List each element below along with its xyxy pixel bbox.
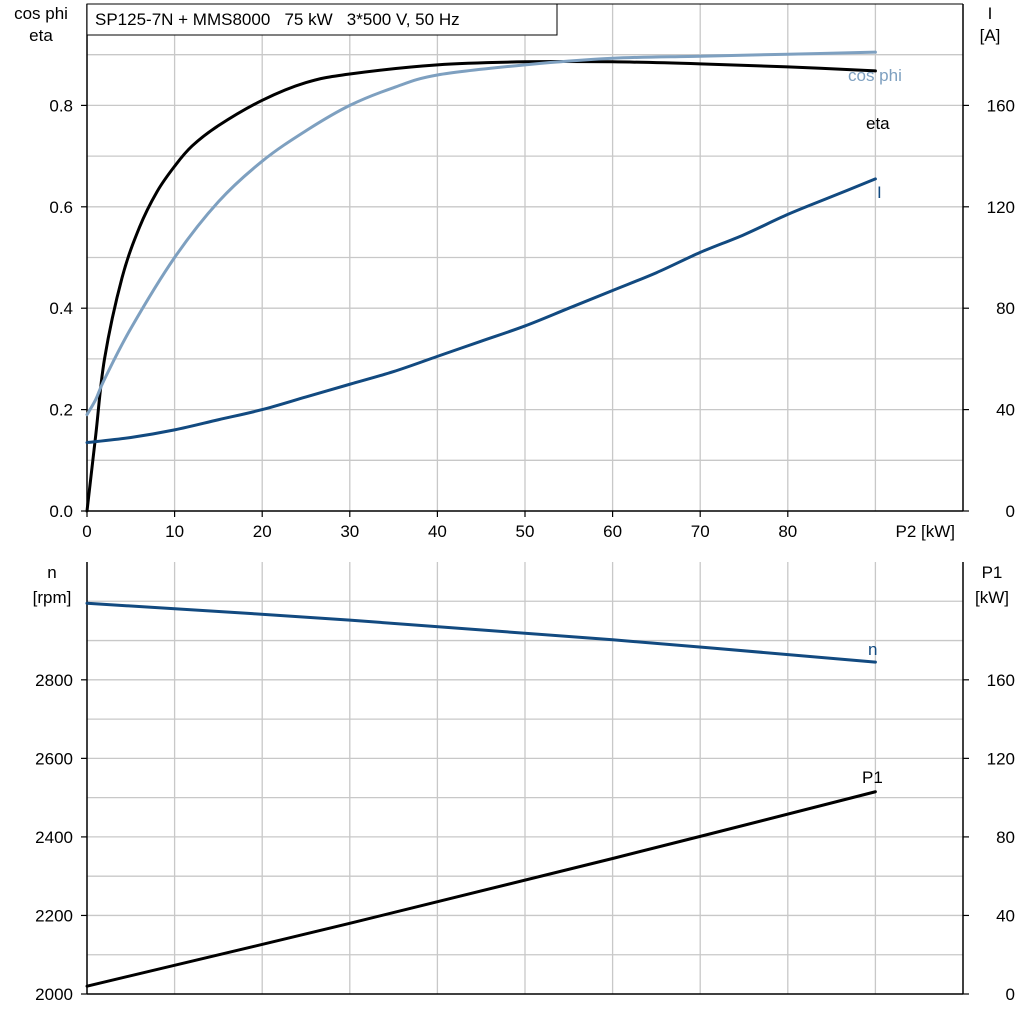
left-tick-label: 0.0 [49, 502, 73, 521]
right-axis-label: [A] [980, 26, 1001, 45]
left-axis-label: n [47, 563, 56, 582]
bottom-chart: 2000 2200 2400 2600 2800 0 40 80 120 160 n [rpm] P1 [… [33, 562, 1015, 1004]
x-tick-label: 10 [165, 522, 184, 541]
left-tick-label: 0.8 [49, 96, 73, 115]
right-tick-label: 160 [987, 671, 1015, 690]
x-tick-label: 30 [340, 522, 359, 541]
x-tick-label: 50 [516, 522, 535, 541]
right-tick-label: 0 [1006, 985, 1015, 1004]
x-tick-label: 40 [428, 522, 447, 541]
right-axis-label: I [988, 4, 993, 23]
series-line-i [85, 177, 877, 445]
x-tick-label: 80 [778, 522, 797, 541]
series-line-n [85, 601, 877, 664]
right-axis-label: P1 [982, 563, 1003, 582]
right-tick-label: 40 [996, 906, 1015, 925]
series-line-cos-phi [85, 50, 877, 417]
left-tick-label: 0.6 [49, 198, 73, 217]
right-tick-label: 120 [987, 198, 1015, 217]
left-tick-label: 2800 [35, 671, 73, 690]
series-label-n: n [868, 640, 877, 659]
left-axis-label: [rpm] [33, 588, 72, 607]
series-line-p1 [85, 790, 877, 988]
left-tick-label: 0.4 [49, 299, 73, 318]
left-tick-label: 2400 [35, 828, 73, 847]
x-tick-label: 70 [691, 522, 710, 541]
series-line-eta [85, 59, 877, 513]
x-axis-label: P2 [kW] [895, 522, 955, 541]
right-axis-label: [kW] [975, 588, 1009, 607]
x-tick-label: 60 [603, 522, 622, 541]
left-tick-label: 2000 [35, 985, 73, 1004]
series-label-i: I [877, 183, 882, 202]
right-tick-label: 120 [987, 749, 1015, 768]
chart-title: SP125-7N + MMS8000 75 kW 3*500 V, 50 Hz [95, 10, 460, 29]
series-label-cos-phi: cos phi [848, 66, 902, 85]
left-tick-label: 2600 [35, 749, 73, 768]
left-tick-label: 2200 [35, 906, 73, 925]
right-tick-label: 40 [996, 401, 1015, 420]
title-box [86, 3, 558, 36]
right-tick-label: 80 [996, 299, 1015, 318]
left-axis-label: eta [29, 26, 53, 45]
series-label-p1: P1 [862, 768, 883, 787]
x-tick-label: 0 [82, 522, 91, 541]
right-tick-label: 0 [1006, 502, 1015, 521]
top-chart: 0.0 0.2 0.4 0.6 0.8 0 40 80 120 160 0 10 20 30 40 50 60 7… [14, 3, 1015, 541]
right-tick-label: 80 [996, 828, 1015, 847]
series-label-eta: eta [866, 114, 890, 133]
left-axis-label: cos phi [14, 4, 68, 23]
right-tick-label: 160 [987, 96, 1015, 115]
left-tick-label: 0.2 [49, 401, 73, 420]
x-tick-label: 20 [253, 522, 272, 541]
